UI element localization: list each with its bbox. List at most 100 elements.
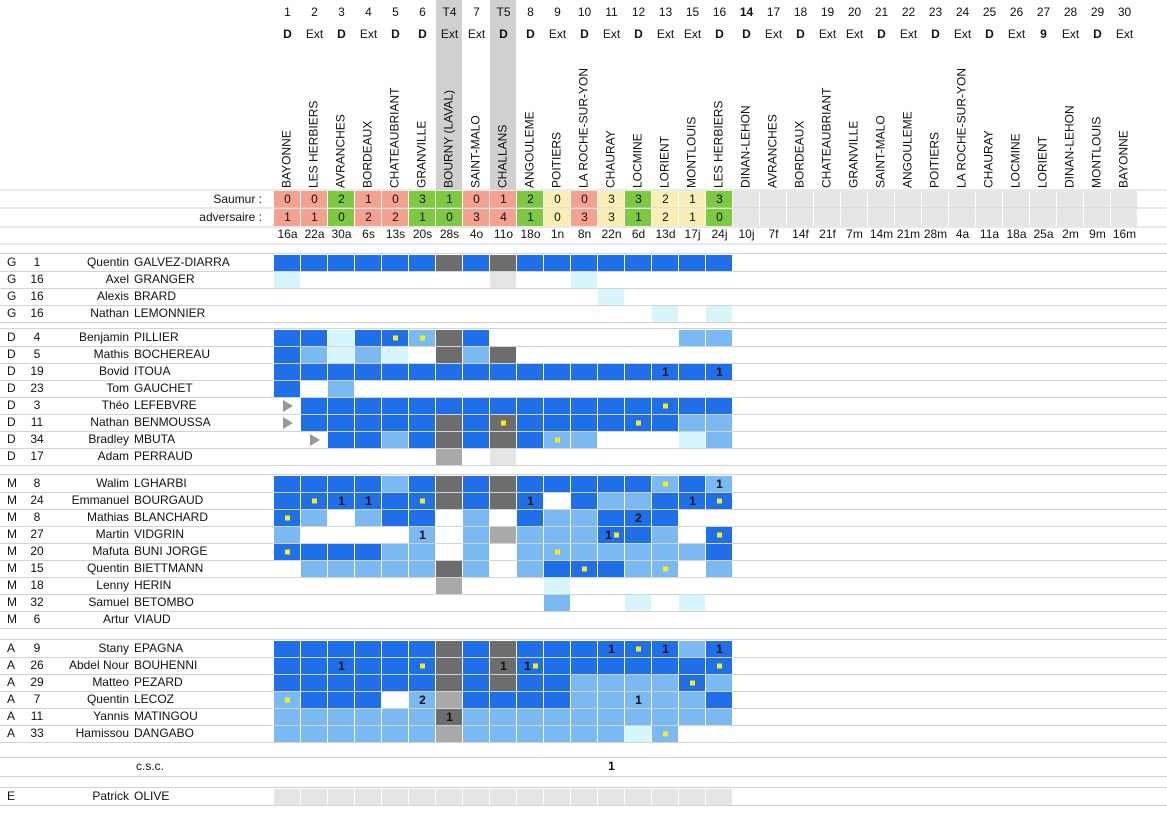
score-cell (841, 191, 867, 208)
match-date: 22n (601, 227, 621, 241)
goals: 1 (716, 365, 723, 379)
match-cell (490, 449, 516, 465)
score: 1 (446, 192, 453, 206)
first-name: Bradley (88, 432, 129, 446)
venue: Ext (441, 27, 459, 41)
match-cell (679, 255, 705, 271)
goals: 1 (689, 494, 696, 508)
match-cell (301, 476, 327, 492)
match-cell (382, 726, 408, 742)
goals: 1 (500, 659, 507, 673)
match-cell (463, 432, 489, 448)
match-cell (274, 330, 300, 346)
goals: 1 (635, 693, 642, 707)
score-cell (1030, 209, 1056, 226)
match-cell (382, 709, 408, 725)
match-number: 9 (554, 5, 561, 19)
last-name: OLIVE (134, 789, 169, 803)
match-cell (436, 578, 462, 594)
score: 0 (581, 192, 588, 206)
shirt-number: 16 (30, 289, 44, 303)
score-cell (706, 191, 732, 208)
match-cell (463, 398, 489, 414)
match-cell (490, 493, 516, 509)
match-number: 12 (632, 5, 646, 19)
match-cell (544, 510, 570, 526)
opponent: MONTLOUIS (1090, 117, 1104, 188)
score: 1 (635, 210, 642, 224)
match-cell (652, 364, 678, 380)
match-cell (571, 789, 597, 805)
opponent: LES HERBIERS (712, 101, 726, 188)
opponent: SAINT-MALO (874, 115, 888, 188)
score-cell (409, 191, 435, 208)
match-date: 28s (440, 227, 459, 241)
venue: Ext (603, 27, 621, 41)
match-cell (652, 789, 678, 805)
match-cell (517, 493, 543, 509)
shirt-number: 16 (30, 272, 44, 286)
score-cell (733, 191, 759, 208)
match-cell (625, 561, 651, 577)
score-cell (328, 191, 354, 208)
last-name: LECOZ (134, 692, 174, 706)
venue: D (526, 27, 535, 41)
position: M (7, 493, 17, 507)
venue: Ext (549, 27, 567, 41)
goals: 1 (524, 659, 531, 673)
score: 3 (716, 192, 723, 206)
match-cell (571, 692, 597, 708)
match-number: 13 (659, 5, 673, 19)
last-name: BUNI JORGE (134, 544, 207, 558)
match-cell (679, 544, 705, 560)
match-cell (598, 692, 624, 708)
match-number: 10 (578, 5, 592, 19)
match-cell (463, 493, 489, 509)
yellow-card (690, 680, 695, 686)
position: G (7, 255, 16, 269)
venue: D (580, 27, 589, 41)
match-cell (517, 527, 543, 543)
match-cell (355, 364, 381, 380)
venue: D (391, 27, 400, 41)
score-cell (922, 209, 948, 226)
match-cell (625, 255, 651, 271)
first-name: Yannis (93, 709, 129, 723)
match-date: 14m (870, 227, 893, 241)
match-cell (274, 476, 300, 492)
match-cell (409, 709, 435, 725)
score: 1 (419, 210, 426, 224)
venue: D (499, 27, 508, 41)
match-cell (490, 692, 516, 708)
first-name: Mafuta (92, 544, 129, 558)
match-date: 4a (956, 227, 970, 241)
score-cell (652, 191, 678, 208)
shirt-number: 26 (30, 658, 44, 672)
opponent: LES HERBIERS (307, 101, 321, 188)
score: 1 (689, 192, 696, 206)
first-name: Samuel (88, 595, 129, 609)
match-cell (301, 709, 327, 725)
venue: 9 (1040, 27, 1047, 41)
venue: D (931, 27, 940, 41)
match-number: 6 (419, 5, 426, 19)
match-cell (301, 726, 327, 742)
score-cell (895, 209, 921, 226)
match-cell (382, 544, 408, 560)
match-cell (274, 789, 300, 805)
match-cell (571, 255, 597, 271)
match-cell (301, 675, 327, 691)
match-cell (409, 675, 435, 691)
score: 3 (581, 210, 588, 224)
position: D (7, 449, 16, 463)
match-cell (652, 527, 678, 543)
match-number: 1 (284, 5, 291, 19)
match-date: 24j (711, 227, 727, 241)
match-cell (463, 561, 489, 577)
position: D (7, 398, 16, 412)
score-cell (598, 191, 624, 208)
score-cell (841, 209, 867, 226)
position: M (7, 527, 17, 541)
match-number: T5 (496, 5, 510, 19)
